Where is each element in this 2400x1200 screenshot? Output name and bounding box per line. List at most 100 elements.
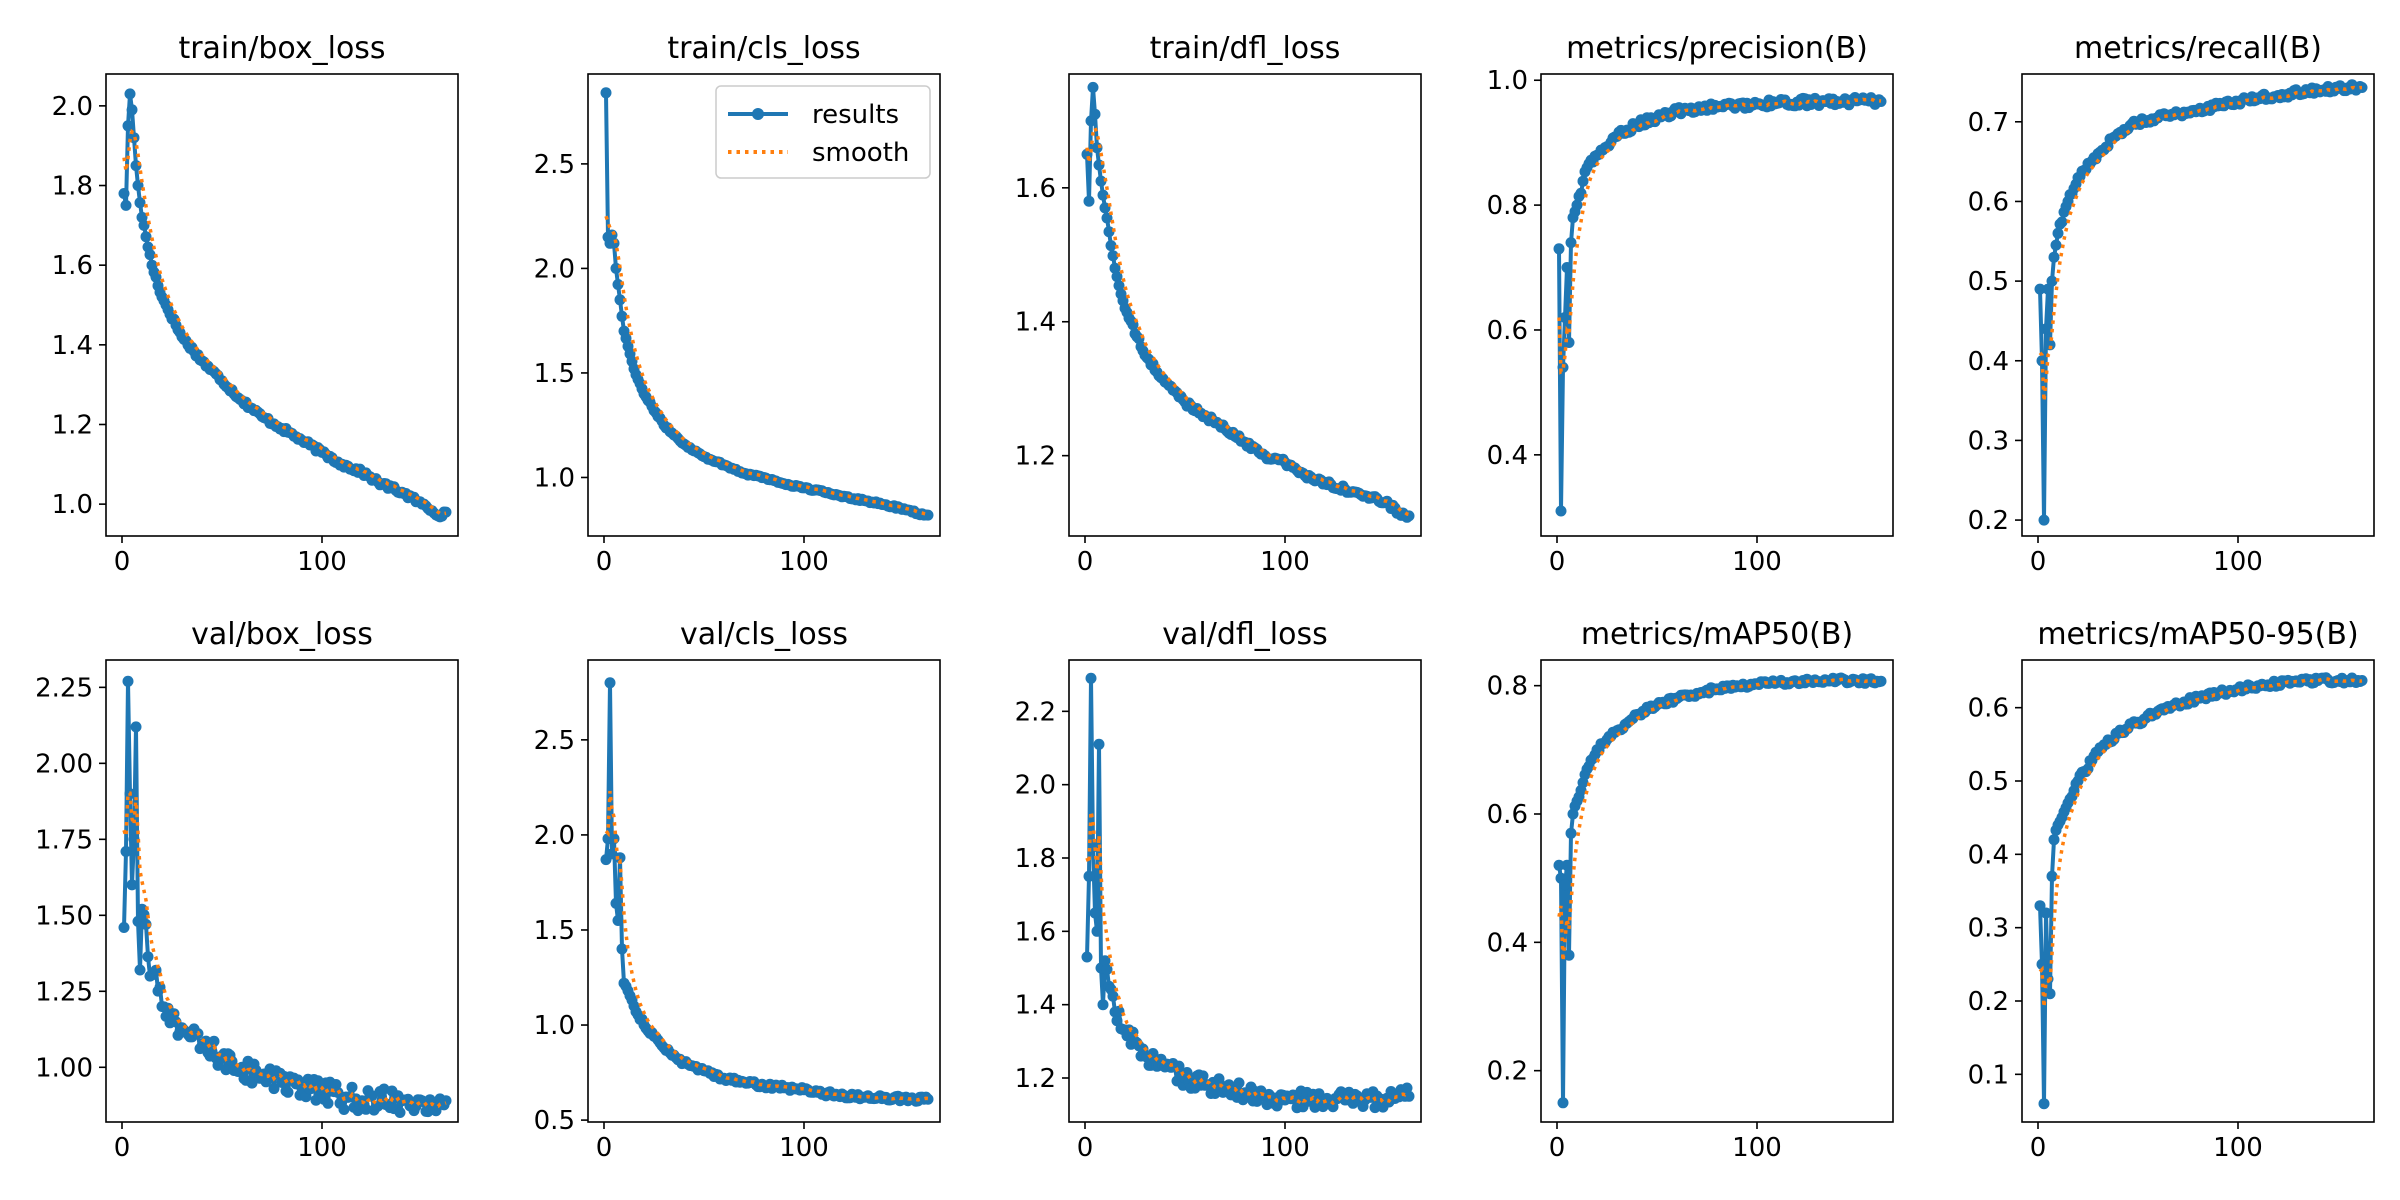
axes-frame [1540, 73, 1894, 537]
results-point [2036, 958, 2048, 970]
plot-area [1081, 81, 1415, 523]
y-tick-label: 2.00 [35, 749, 93, 779]
results-point [1875, 96, 1887, 107]
results-point [1107, 250, 1119, 262]
chart-val-box-loss: val/box_loss 0 100 1.00 1.25 1.50 1.75 2.00 2.25 [35, 617, 459, 1163]
results-point [2034, 900, 2046, 912]
y-tick-label: 0.6 [1968, 694, 2009, 724]
results-point [1557, 1097, 1569, 1109]
results-point [2050, 239, 2062, 251]
results-point [1553, 859, 1565, 871]
y-tick-label: 0.2 [1968, 987, 2009, 1017]
chart-train-cls-loss: train/cls_loss 0 100 1.0 1.5 2.0 2.5 results smo… [534, 31, 941, 577]
results-point [1081, 951, 1093, 963]
results-point [124, 88, 136, 100]
smooth-line [2038, 677, 2363, 1008]
smooth-line [1557, 677, 1881, 962]
results-point [122, 120, 134, 132]
legend-results-label: results [812, 100, 899, 130]
results-point [440, 1095, 452, 1107]
plot-area [600, 677, 934, 1107]
results-point [2038, 1098, 2050, 1110]
x-tick-label: 0 [114, 1133, 131, 1163]
y-tick-label: 1.0 [534, 463, 575, 493]
results-point [616, 943, 628, 955]
smooth-line [1557, 97, 1882, 375]
results-point [134, 197, 146, 209]
y-tick-label: 1.6 [1015, 174, 1056, 204]
legend-results-marker [752, 108, 764, 120]
chart-title: train/dfl_loss [1150, 31, 1341, 66]
legend-smooth-label: smooth [812, 138, 909, 168]
results-point [610, 897, 622, 909]
results-point [208, 1035, 220, 1047]
results-point [1561, 859, 1573, 871]
results-point [1107, 990, 1119, 1002]
x-tick-label: 100 [1260, 547, 1310, 577]
chart-title: val/cls_loss [680, 617, 848, 652]
chart-title: metrics/mAP50-95(B) [2037, 617, 2358, 652]
x-tick-label: 0 [1077, 547, 1094, 577]
results-point [1101, 963, 1113, 975]
x-tick-label: 0 [2030, 1133, 2047, 1163]
y-tick-label: 0.5 [1968, 267, 2009, 297]
plot-area [1553, 92, 1887, 517]
y-tick-label: 0.6 [1968, 187, 2009, 217]
results-point [2044, 988, 2056, 1000]
results-point [1565, 237, 1577, 249]
results-point [138, 219, 150, 231]
y-tick-label: 2.0 [52, 92, 93, 122]
x-tick-label: 0 [596, 1133, 613, 1163]
y-tick-label: 0.1 [1968, 1060, 2009, 1090]
chart-title: metrics/mAP50(B) [1581, 617, 1853, 652]
results-point [1559, 312, 1571, 323]
y-tick-label: 0.4 [1968, 347, 2009, 377]
y-tick-label: 1.50 [35, 901, 93, 931]
x-tick-label: 100 [2213, 1133, 2263, 1163]
results-point [126, 104, 138, 116]
results-point [614, 852, 626, 864]
results-point [1091, 925, 1103, 937]
plot-area [2034, 672, 2368, 1110]
y-tick-label: 1.00 [35, 1053, 93, 1083]
results-point [2040, 907, 2052, 919]
results-point [1561, 262, 1573, 273]
results-point [1083, 195, 1095, 207]
results-point [134, 964, 146, 976]
results-point [1197, 1070, 1209, 1082]
results-point [1559, 879, 1571, 891]
y-tick-label: 1.0 [1487, 66, 1528, 96]
results-point [1099, 955, 1111, 967]
y-tick-label: 1.75 [35, 825, 93, 855]
x-tick-label: 100 [1732, 547, 1782, 577]
axes-frame [2021, 73, 2375, 537]
smooth-line [604, 215, 929, 517]
y-tick-label: 1.2 [52, 410, 93, 440]
results-point [2034, 283, 2046, 295]
y-tick-label: 2.5 [534, 726, 575, 756]
results-point [282, 1086, 294, 1098]
results-point [1111, 271, 1123, 283]
results-point [122, 675, 134, 687]
results-point [1085, 672, 1097, 684]
y-tick-label: 1.0 [534, 1011, 575, 1041]
plot-area [2034, 79, 2368, 526]
chart-train-dfl-loss: train/dfl_loss 0 100 1.2 1.4 1.6 [1015, 31, 1422, 577]
y-tick-label: 1.6 [1015, 917, 1056, 947]
y-tick-label: 2.2 [1015, 697, 1056, 727]
plot-area [1553, 672, 1887, 1109]
y-tick-label: 0.6 [1487, 800, 1528, 830]
y-tick-label: 1.2 [1015, 442, 1056, 472]
results-point [2052, 227, 2064, 239]
chart-metrics-recall-b: metrics/recall(B) 0 100 0.2 0.3 0.4 0.5 0.6 0.7 [1968, 31, 2375, 577]
results-point [612, 915, 624, 926]
results-point [118, 188, 130, 199]
chart-metrics-precision-b: metrics/precision(B) 0 100 0.4 0.6 0.8 1.0 [1487, 31, 1894, 577]
y-tick-label: 0.3 [1968, 426, 2009, 456]
results-point [1093, 738, 1105, 750]
results-point [140, 231, 152, 243]
results-point [616, 310, 628, 322]
results-point [1103, 226, 1115, 238]
results-line [2038, 675, 2363, 1106]
